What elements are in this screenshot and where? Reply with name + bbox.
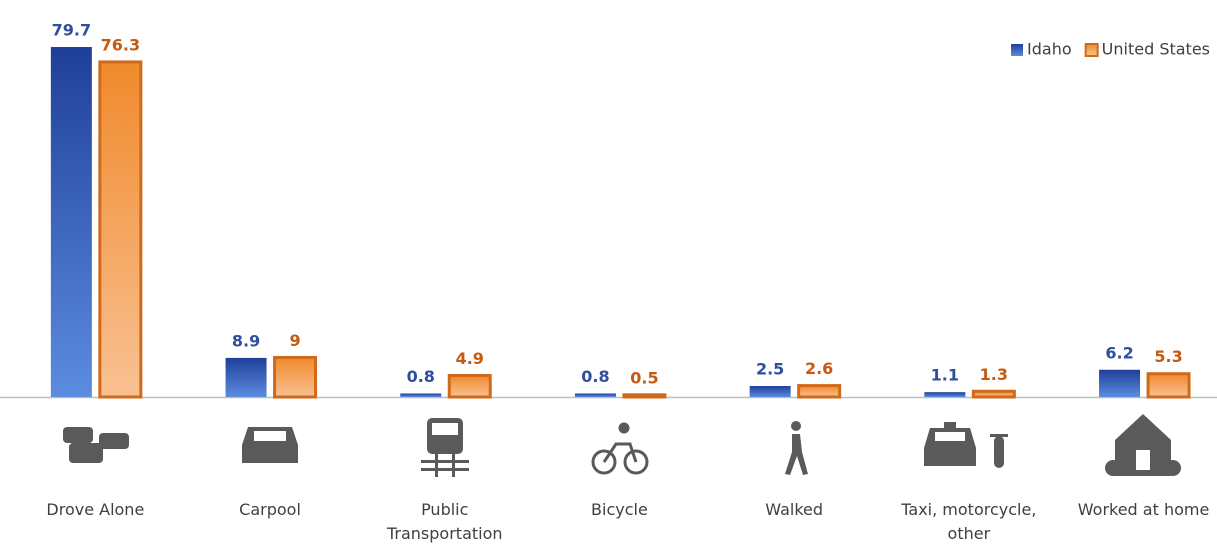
bar: [273, 355, 318, 399]
value-label: 4.9: [456, 349, 484, 368]
value-label: 2.5: [756, 360, 784, 379]
value-label: 79.7: [52, 21, 91, 40]
x-tick-label: Drove Alone: [46, 500, 144, 519]
bar: [225, 357, 267, 397]
legend-swatch: [1011, 44, 1024, 56]
legend-swatch: [1084, 43, 1099, 57]
value-label: 0.8: [407, 367, 435, 386]
value-label: 5.3: [1154, 347, 1182, 366]
bar: [98, 60, 143, 399]
legend-label: United States: [1102, 40, 1210, 59]
bar: [924, 392, 966, 397]
bar: [749, 386, 791, 397]
value-label: 8.9: [232, 331, 260, 350]
bar: [50, 47, 92, 397]
bar: [622, 393, 667, 399]
bar: [400, 393, 442, 397]
x-tick-label: Worked at home: [1078, 500, 1210, 519]
value-label: 0.8: [581, 367, 609, 386]
x-tick-label: Walked: [765, 500, 823, 519]
x-tick-label: Taxi, motorcycle, other: [900, 500, 1036, 543]
x-tick-label: Public Transportation: [386, 500, 503, 543]
bar: [797, 384, 842, 399]
value-label: 0.5: [630, 368, 658, 387]
value-label: 6.2: [1105, 343, 1133, 362]
legend-label: Idaho: [1027, 40, 1072, 59]
bar: [447, 373, 492, 399]
value-label: 2.6: [805, 359, 833, 378]
bar: [971, 389, 1016, 399]
bar: [1099, 369, 1141, 397]
x-tick-label: Bicycle: [591, 500, 648, 519]
bar: [574, 393, 616, 397]
value-label: 1.1: [931, 366, 959, 385]
bar: [1146, 372, 1191, 399]
value-label: 1.3: [980, 365, 1008, 384]
value-label: 9: [289, 331, 300, 350]
icons: [63, 414, 1181, 477]
x-tick-label: Carpool: [239, 500, 301, 519]
value-label: 76.3: [101, 35, 140, 54]
